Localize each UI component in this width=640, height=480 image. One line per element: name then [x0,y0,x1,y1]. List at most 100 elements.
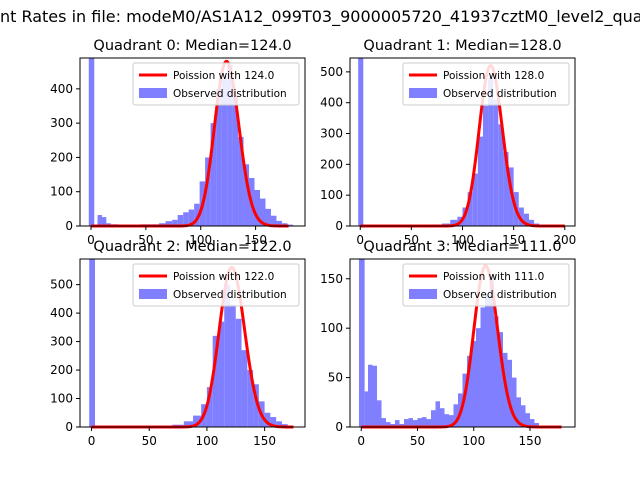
histogram-bar [480,307,485,427]
histogram-bar [227,64,233,226]
y-tick-label: 50 [328,371,343,385]
histogram-bar [193,415,202,427]
histogram-bar [507,359,512,427]
x-tick-label: 50 [138,233,153,247]
histogram-bar [534,423,539,427]
legend-observed-swatch [409,88,437,98]
histogram-bar [498,332,503,427]
y-tick-label: 400 [50,306,73,320]
x-tick-label: 100 [451,233,474,247]
histogram-bar [206,387,213,427]
histogram-bar [238,136,244,226]
x-tick-label: 100 [195,434,218,448]
x-tick-label: 0 [356,233,364,247]
histogram-bar [172,219,178,226]
axes-frame [79,57,306,227]
figure-title: Median Count Rates in file: modeM0/AS1A1… [0,7,640,27]
histogram-bar [287,224,293,226]
axes-frame [79,258,306,428]
quadrant-panel-3: Quadrant 3: Median=111.0 0 50 100 150 0 50 100 1… [320,239,576,448]
histogram-bar [449,415,454,427]
legend-observed-swatch [409,289,437,299]
histogram-bar [377,400,382,427]
quadrant-panel-0: Quadrant 0: Median=124.0 0 50 100 150 0 100 200… [50,38,306,247]
legend-poisson-label: Poission with 124.0 [173,70,274,82]
histogram-bar [97,215,102,226]
histogram-bar [408,418,413,427]
histogram-bar [530,419,535,427]
panel-title: Quadrant 1: Median=128.0 [363,38,561,54]
histogram-bar [183,421,194,427]
legend-observed-swatch [139,289,167,299]
x-tick-label: 0 [357,434,365,448]
histogram-bar [221,78,228,226]
histogram-bar [395,420,400,427]
histogram-bar [230,304,236,427]
histogram-bar [183,212,189,226]
histogram-bar [404,419,409,427]
histogram-bar [368,364,373,427]
legend-observed-label: Observed distribution [173,289,287,301]
histogram-bar [101,217,107,226]
legend-box [402,62,570,106]
histogram-bar [417,418,422,427]
histogram-bar [440,408,445,427]
histogram-bar [503,152,509,226]
histogram-bar [235,318,242,427]
x-tick-label: 150 [253,434,276,448]
histogram-bar [359,259,365,427]
histogram-bar [471,341,476,427]
histogram-bar [205,157,211,226]
x-tick-label: 150 [244,233,267,247]
histogram-bar [386,422,391,427]
histogram-bar [467,355,472,427]
histogram-bar [523,213,529,226]
y-tick-label: 100 [50,392,73,406]
y-tick-label: 400 [320,96,343,110]
histogram-bar [177,215,184,226]
histogram-bar [276,421,282,427]
histogram-bar [264,412,271,427]
x-tick-label: 200 [553,233,576,247]
histogram-bar [489,276,494,427]
histogram-bar [254,190,260,226]
y-tick-label: 300 [50,335,73,349]
histogram-bar [210,123,217,226]
x-tick-label: 50 [404,233,419,247]
legend-poisson-label: Poission with 128.0 [443,70,544,82]
y-tick-label: 0 [335,219,343,233]
quadrant-panel-2: Quadrant 2: Median=122.0 0 50 100 150 0 100 200… [50,239,306,448]
y-tick-label: 150 [320,272,343,286]
y-tick-label: 100 [50,185,73,199]
histogram-bar [216,88,222,226]
x-tick-label: 150 [519,434,542,448]
y-tick-label: 500 [50,278,73,292]
legend-box [132,62,300,106]
histogram-bar [518,207,524,226]
histogram-bar [450,219,458,226]
histogram-bar [493,99,499,226]
histogram-bar [89,259,95,427]
y-tick-label: 200 [50,150,73,164]
y-tick-label: 300 [50,116,73,130]
histogram-bar [270,215,277,226]
y-tick-label: 400 [50,82,73,96]
histogram-bar [265,208,271,226]
x-tick-label: 100 [462,434,485,448]
y-tick-label: 200 [320,157,343,171]
x-tick-label: 0 [87,233,95,247]
y-tick-label: 100 [320,188,343,202]
histogram-bar [88,58,95,226]
histogram-bar [276,220,282,226]
histogram-bar [488,78,494,226]
histogram-bar [435,401,440,427]
histogram-bar [525,413,530,427]
y-tick-label: 100 [320,321,343,335]
legend-observed-swatch [139,88,167,98]
histogram-bar [253,384,259,427]
histogram-bar [512,377,517,427]
histogram-bar [521,405,526,427]
axes-frame [349,258,576,428]
legend-box [132,263,300,307]
